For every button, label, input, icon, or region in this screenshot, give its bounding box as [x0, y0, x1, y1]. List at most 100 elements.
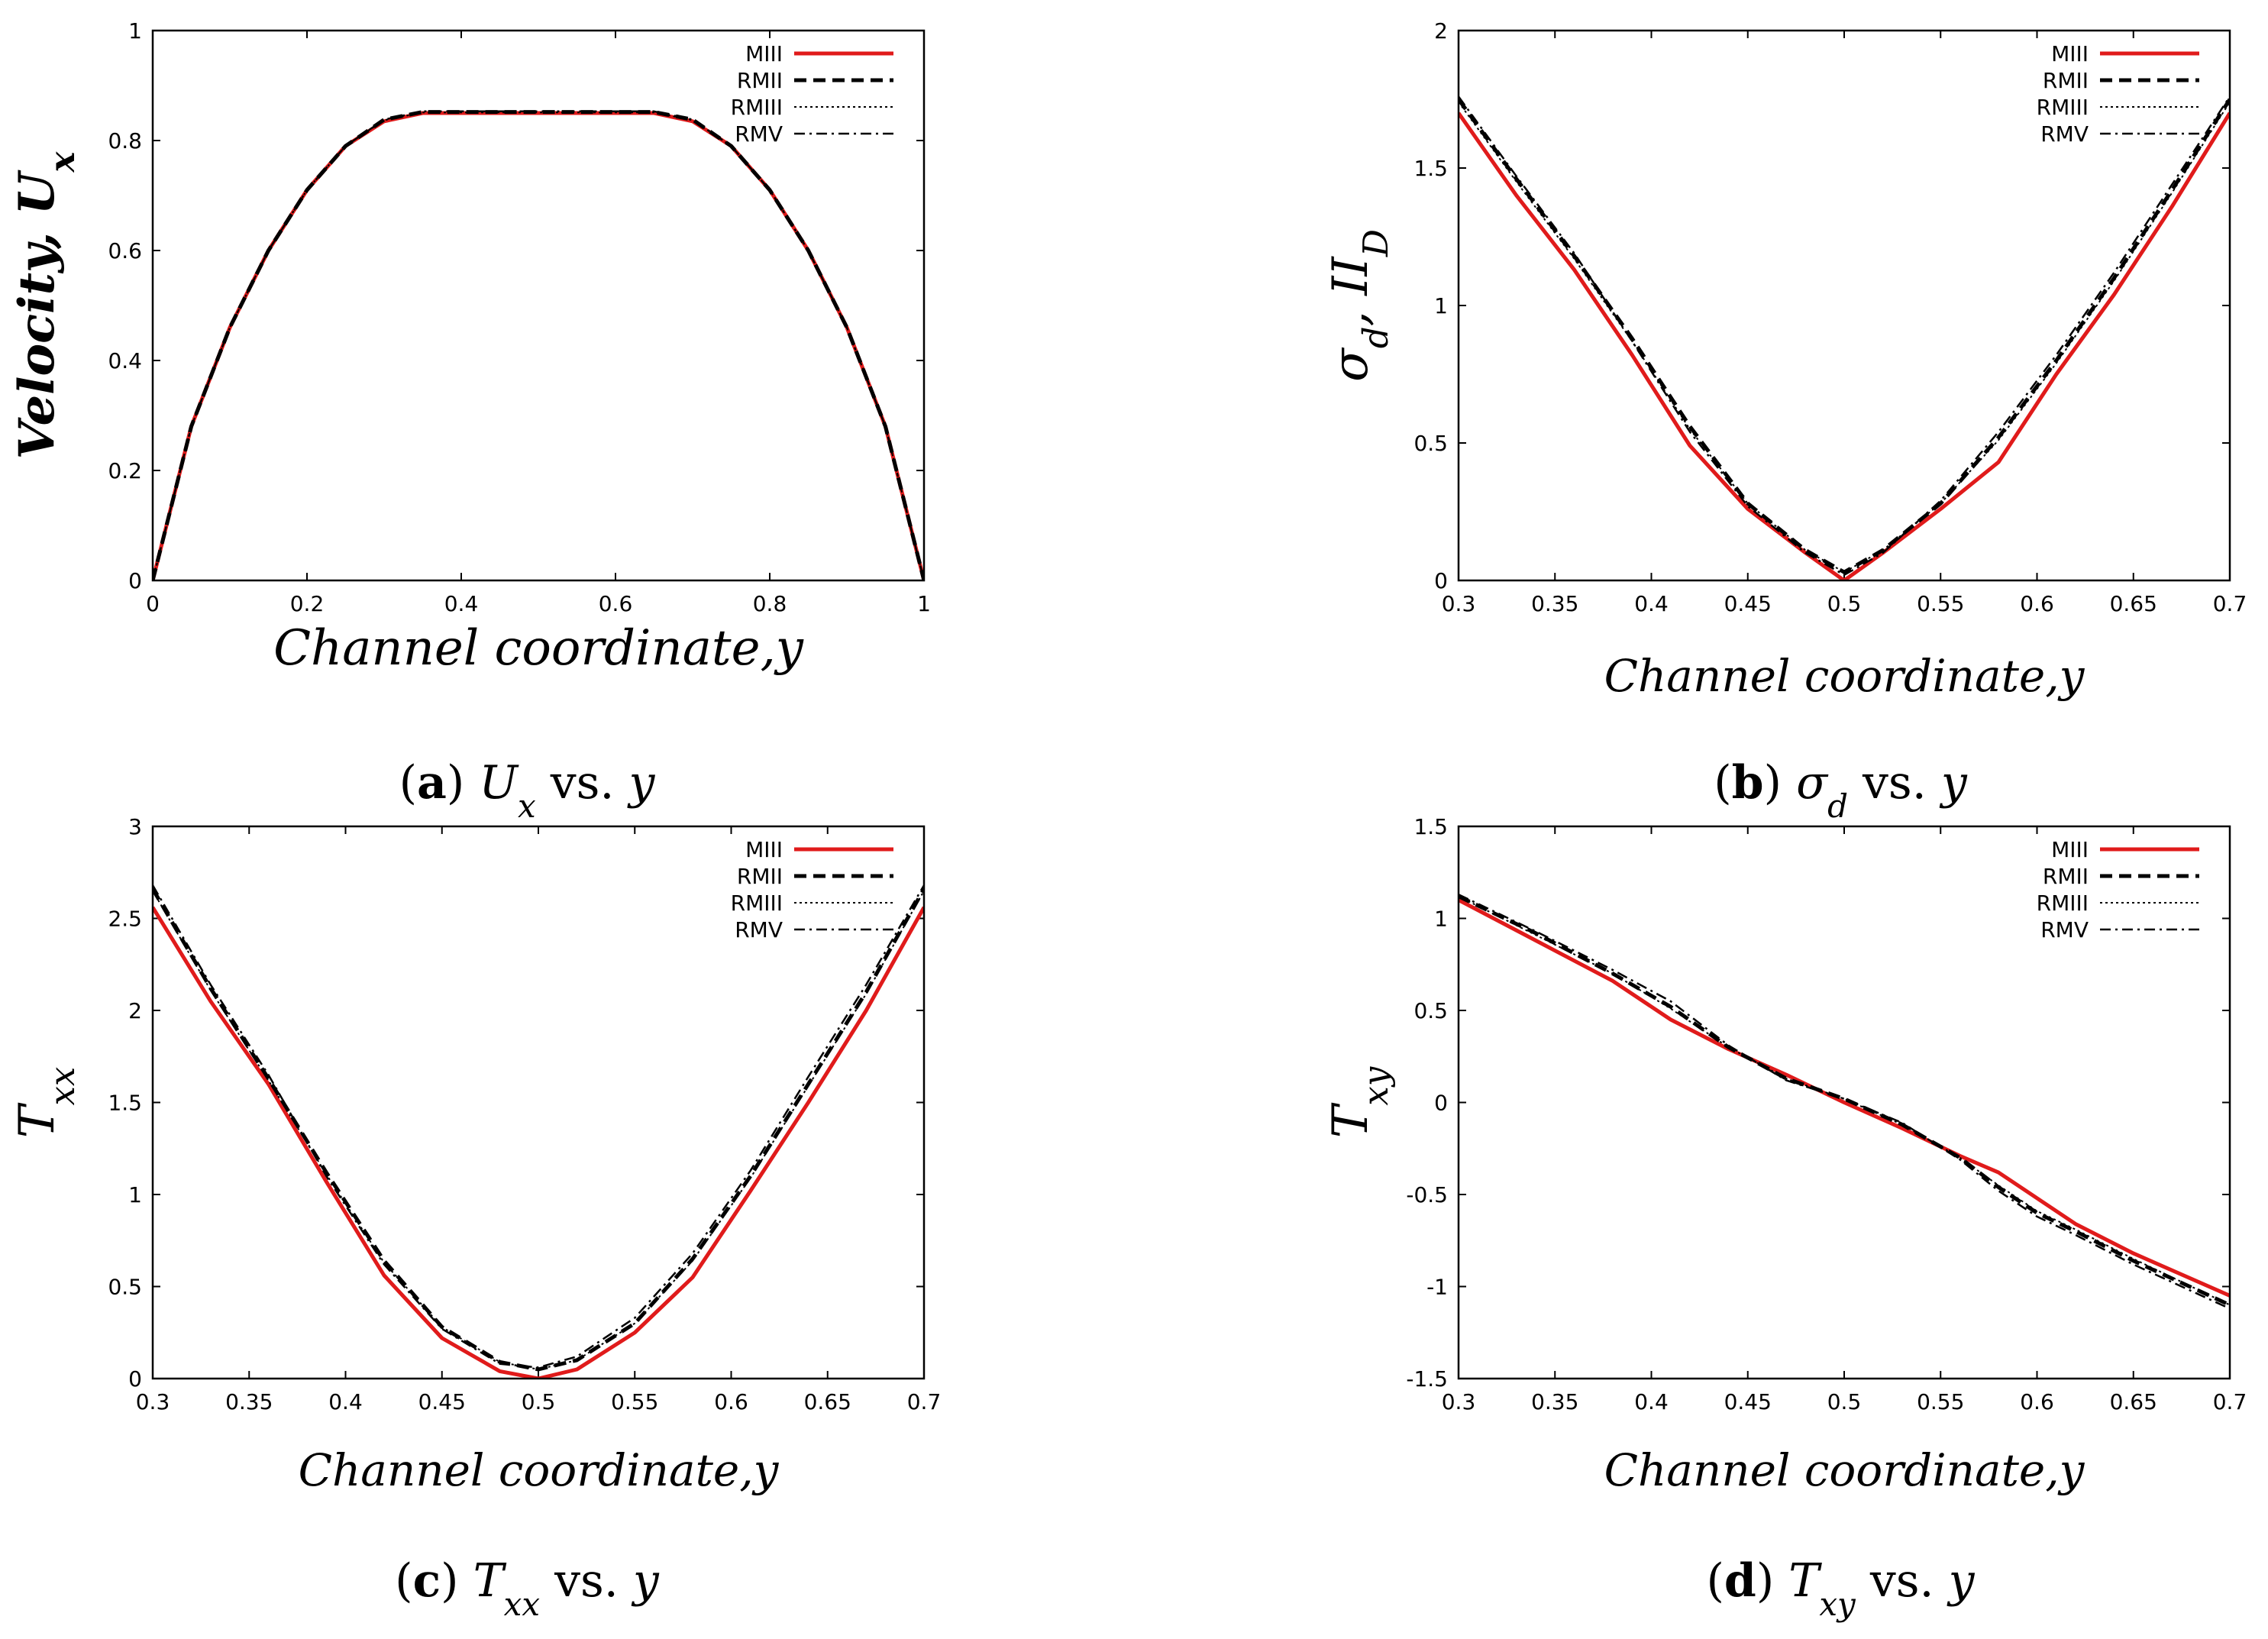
figure-caption: (a) Ux vs. y	[399, 756, 656, 825]
x-tick-label: 0.65	[2110, 1389, 2157, 1414]
plot-frame	[151, 825, 926, 1380]
legend-label: RMIII	[2037, 95, 2089, 120]
x-tick-label: 0.6	[2020, 1389, 2054, 1414]
legend-label: RMIII	[731, 95, 783, 120]
series-line-miii	[153, 906, 924, 1379]
y-tick-label: 0	[1434, 568, 1448, 593]
x-axis-label: Channel coordinate,y	[299, 1444, 780, 1496]
y-tick-label: 0	[1434, 1091, 1448, 1116]
y-tick-label: 0.4	[108, 348, 142, 373]
x-tick-label: 0.4	[328, 1389, 363, 1414]
legend-label: MIII	[745, 837, 783, 862]
y-tick-label: 2	[128, 998, 142, 1023]
x-tick-label: 0.45	[1724, 1389, 1772, 1414]
x-tick-label: 0.45	[418, 1389, 466, 1414]
x-tick-label: 0.65	[804, 1389, 851, 1414]
x-tick-label: 0.35	[225, 1389, 273, 1414]
x-tick-label: 0.7	[2213, 1389, 2247, 1414]
x-tick-label: 0.55	[1917, 1389, 1964, 1414]
series-line-miii	[1459, 898, 2230, 1298]
x-tick-label: 1	[917, 591, 931, 616]
y-tick-label: 0.8	[108, 128, 142, 154]
plot-frame	[1457, 29, 2231, 582]
y-tick-label: -0.5	[1406, 1182, 1448, 1207]
x-tick-label: 0.4	[444, 591, 479, 616]
y-axis-label: Velocity, Ux	[8, 151, 82, 460]
legend-label: MIII	[2051, 837, 2089, 862]
y-tick-label: 0.2	[108, 458, 142, 483]
chart-d: 0.3 0.35 0.4 0.45 0.5 0.55 0.6 0.65 0.7 -1.5 -1 -0.…	[1323, 814, 2247, 1623]
series-line-rmv	[1459, 894, 2230, 1310]
x-tick-label: 0.8	[753, 591, 787, 616]
y-tick-label: 1	[1434, 293, 1448, 318]
x-tick-label: 0.55	[1917, 591, 1964, 616]
series-line-rmv	[153, 110, 924, 580]
legend-label: RMII	[2043, 864, 2089, 889]
chart-c: 0.3 0.35 0.4 0.45 0.5 0.55 0.6 0.65 0.7 0 0.5 1 1.5 2…	[9, 814, 941, 1623]
series-line-rmiii	[153, 112, 924, 580]
x-tick-label: 0.3	[1442, 591, 1476, 616]
x-tick-label: 0.7	[2213, 591, 2247, 616]
legend-label: MIII	[745, 41, 783, 66]
x-tick-label: 0.5	[1827, 591, 1862, 616]
x-tick-label: 0.65	[2110, 591, 2157, 616]
y-tick-label: 0.5	[1413, 431, 1448, 456]
chart-a: 0 0.2 0.4 0.6 0.8 1 0 0.2 0.4 0.6 0.8 1 MIIIRMIIRMII…	[8, 18, 931, 825]
series-line-miii	[153, 111, 924, 580]
y-tick-label: 0	[128, 1366, 142, 1392]
y-tick-label: 0	[128, 568, 142, 593]
x-axis-label: Channel coordinate,y	[273, 620, 804, 677]
x-tick-label: 0.4	[1634, 591, 1669, 616]
x-tick-label: 0.55	[611, 1389, 658, 1414]
y-tick-label: -1.5	[1406, 1366, 1448, 1392]
x-tick-label: 0.6	[2020, 591, 2054, 616]
y-tick-label: 1.5	[108, 1091, 142, 1116]
x-tick-label: 0.2	[290, 591, 325, 616]
series-line-rmiii	[153, 890, 924, 1370]
legend-label: RMII	[2043, 68, 2089, 93]
legend-label: RMIII	[2037, 891, 2089, 916]
x-tick-label: 0.35	[1531, 1389, 1578, 1414]
x-tick-label: 0.5	[522, 1389, 556, 1414]
y-tick-label: 2	[1434, 18, 1448, 44]
legend-label: MIII	[2051, 41, 2089, 66]
x-tick-label: 0	[146, 591, 160, 616]
plot-frame	[1457, 825, 2231, 1380]
plot-frame	[151, 29, 926, 582]
x-tick-label: 0.6	[599, 591, 633, 616]
chart-b: 0.3 0.35 0.4 0.45 0.5 0.55 0.6 0.65 0.7 0 0.5 1 1.5 2…	[1323, 18, 2247, 825]
y-axis-label: σd, IID	[1323, 229, 1396, 382]
series-line-rmv	[1459, 95, 2230, 577]
legend-label: RMV	[2040, 121, 2089, 147]
series-line-rmii	[1459, 98, 2230, 574]
y-axis-label: Txy	[1323, 1066, 1396, 1138]
x-tick-label: 0.7	[907, 1389, 942, 1414]
x-tick-label: 0.5	[1827, 1389, 1862, 1414]
series-line-miii	[1459, 112, 2230, 580]
y-tick-label: 1	[128, 18, 142, 44]
legend-label: RMV	[735, 121, 783, 147]
y-tick-label: 1.5	[1413, 814, 1448, 839]
y-tick-label: 1.5	[1413, 156, 1448, 181]
y-tick-label: 0.6	[108, 238, 142, 263]
legend-label: RMV	[735, 917, 783, 942]
y-tick-label: 3	[128, 814, 142, 839]
y-axis-label: Txx	[9, 1067, 82, 1138]
series-line-rmiii	[1459, 102, 2230, 574]
x-tick-label: 0.3	[136, 1389, 170, 1414]
x-axis-label: Channel coordinate,y	[1604, 1444, 2085, 1496]
y-tick-label: 1	[128, 1182, 142, 1207]
x-tick-label: 0.35	[1531, 591, 1578, 616]
figure-caption: (d) Txy vs. y	[1706, 1554, 1975, 1623]
legend-label: RMII	[737, 864, 783, 889]
x-tick-label: 0.4	[1634, 1389, 1669, 1414]
series-line-rmv	[153, 884, 924, 1369]
legend-label: RMV	[2040, 917, 2089, 942]
x-tick-label: 0.45	[1724, 591, 1772, 616]
y-tick-label: 0.5	[1413, 998, 1448, 1023]
x-axis-label: Channel coordinate,y	[1604, 650, 2085, 702]
y-tick-label: -1	[1426, 1275, 1448, 1300]
figure-caption: (b) σd vs. y	[1714, 756, 1968, 825]
legend-label: RMIII	[731, 891, 783, 916]
